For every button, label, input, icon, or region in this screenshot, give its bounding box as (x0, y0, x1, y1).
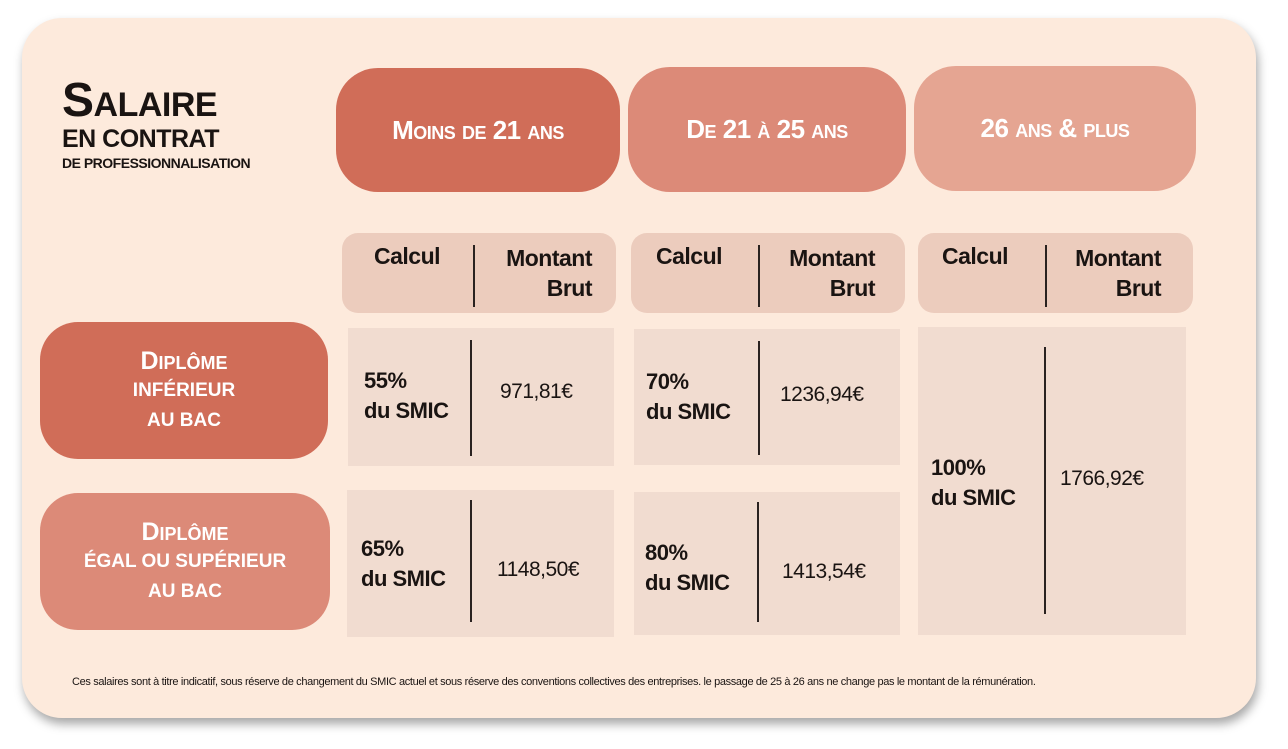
amount-header: Montant Brut (1075, 243, 1161, 303)
cell-21-25-below-bac: 70% du SMIC 1236,94€ (634, 329, 900, 465)
calc-value: 70% du SMIC (646, 367, 731, 427)
age-group-label: 26 ans & plus (980, 113, 1130, 143)
cell-under21-bac-or-higher: 65% du SMIC 1148,50€ (347, 490, 614, 637)
diploma-line1: Diplôme (141, 517, 229, 546)
divider (757, 502, 759, 622)
diploma-bac-or-higher: Diplôme égal ou supérieur au bac (40, 493, 330, 630)
diploma-below-bac: Diplôme inférieur au bac (40, 322, 328, 459)
percent: 100% (931, 455, 986, 480)
age-group-label: Moins de 21 ans (392, 114, 564, 145)
calc-value: 100% du SMIC (931, 453, 1016, 513)
title-salaire: Salaire (62, 74, 218, 127)
divider (470, 500, 472, 622)
amount: 1413,54€ (782, 560, 866, 583)
smic-label: du SMIC (645, 570, 730, 595)
amount: 1236,94€ (780, 383, 864, 406)
diploma-line2: égal ou supérieur (83, 550, 287, 572)
percent: 65% (361, 536, 404, 561)
percent: 70% (646, 369, 689, 394)
page-title: Salaire en contrat de professionnalisati… (62, 74, 251, 172)
divider (1045, 245, 1047, 307)
age-group-26-plus: 26 ans & plus (914, 66, 1196, 191)
divider (470, 340, 472, 456)
smic-label: du SMIC (931, 485, 1016, 510)
diploma-line1: Diplôme (140, 346, 228, 375)
amount-header: Montant Brut (506, 243, 592, 303)
smic-label: du SMIC (361, 566, 446, 591)
calc-header: Calcul (374, 243, 441, 269)
diploma-line2: inférieur (132, 379, 236, 401)
divider (473, 245, 475, 307)
footnote: Ces salaires sont à titre indicatif, sou… (72, 676, 1036, 688)
calc-value: 65% du SMIC (361, 534, 446, 594)
divider (758, 341, 760, 455)
calc-value: 80% du SMIC (645, 538, 730, 598)
amount-header-line1: Montant (506, 245, 592, 271)
smic-label: du SMIC (646, 399, 731, 424)
smic-label: du SMIC (364, 398, 449, 423)
age-group-under-21: Moins de 21 ans (336, 68, 620, 192)
amount: 1148,50€ (497, 558, 580, 581)
age-group-21-25: De 21 à 25 ans (628, 67, 906, 192)
amount-header-line1: Montant (789, 245, 875, 271)
cell-26-plus-all: 100% du SMIC 1766,92€ (918, 327, 1186, 635)
divider (758, 245, 760, 307)
amount: 971,81€ (500, 380, 573, 403)
percent: 80% (645, 540, 688, 565)
amount-header-line2: Brut (1115, 275, 1162, 301)
calc-value: 55% du SMIC (364, 366, 449, 426)
diploma-line3: au bac (147, 409, 221, 431)
calc-header: Calcul (656, 243, 723, 269)
column-header-21-25: Calcul Montant Brut (631, 233, 905, 313)
amount-header: Montant Brut (789, 243, 875, 303)
percent: 55% (364, 368, 407, 393)
column-header-under-21: Calcul Montant Brut (342, 233, 616, 313)
column-header-26-plus: Calcul Montant Brut (918, 233, 1193, 313)
amount-header-line2: Brut (546, 275, 593, 301)
amount-header-line2: Brut (829, 275, 876, 301)
title-professionnalisation: de professionnalisation (62, 155, 251, 171)
calc-header: Calcul (942, 243, 1009, 269)
cell-under21-below-bac: 55% du SMIC 971,81€ (348, 328, 614, 466)
amount-header-line1: Montant (1075, 245, 1161, 271)
title-contrat: en contrat (62, 125, 220, 153)
amount: 1766,92€ (1060, 467, 1144, 490)
diploma-line3: au bac (148, 580, 222, 602)
cell-21-25-bac-or-higher: 80% du SMIC 1413,54€ (634, 492, 900, 635)
divider (1044, 347, 1046, 614)
age-group-label: De 21 à 25 ans (686, 114, 848, 144)
